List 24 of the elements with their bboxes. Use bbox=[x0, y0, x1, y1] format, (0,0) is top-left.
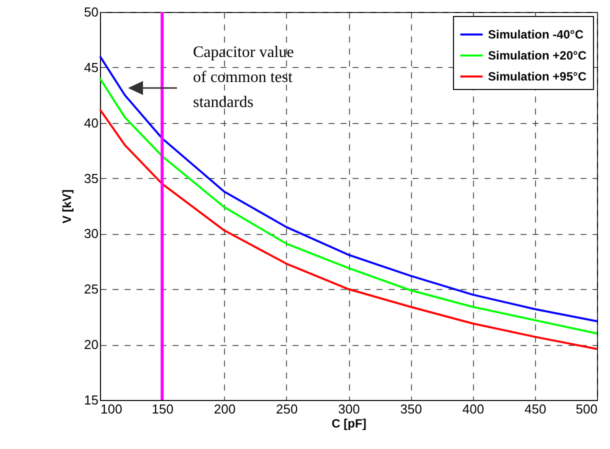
x-tick-label: 300 bbox=[338, 402, 360, 416]
x-tick-label: 450 bbox=[524, 402, 546, 416]
y-tick-label: 40 bbox=[84, 115, 98, 130]
y-tick-label: 50 bbox=[84, 4, 98, 20]
x-tick-label: 250 bbox=[276, 402, 298, 416]
y-tick-label: 45 bbox=[84, 60, 98, 75]
y-tick-label: 20 bbox=[84, 337, 98, 352]
x-tick-label: 500 bbox=[576, 402, 598, 416]
y-tick-label: 25 bbox=[84, 282, 98, 297]
legend-label: Simulation -40°C bbox=[488, 28, 584, 42]
x-tick-label: 150 bbox=[152, 402, 174, 416]
y-tick-label: 30 bbox=[84, 226, 98, 242]
y-tick-label: 35 bbox=[84, 170, 98, 186]
x-tick-label: 200 bbox=[214, 402, 236, 416]
legend-label: Simulation +95°C bbox=[488, 70, 587, 84]
x-tick-label: 400 bbox=[462, 402, 484, 416]
x-tick-label: 100 bbox=[100, 402, 122, 416]
x-axis-title: C [pF] bbox=[332, 416, 366, 430]
y-axis-title: V [kV] bbox=[60, 189, 74, 224]
y-tick-label: 15 bbox=[84, 392, 98, 408]
annotation: Capacitor value of common test standards bbox=[193, 44, 294, 111]
x-tick-label: 350 bbox=[400, 402, 422, 416]
line-series bbox=[99, 108, 598, 350]
legend-label: Simulation +20°C bbox=[488, 48, 587, 62]
